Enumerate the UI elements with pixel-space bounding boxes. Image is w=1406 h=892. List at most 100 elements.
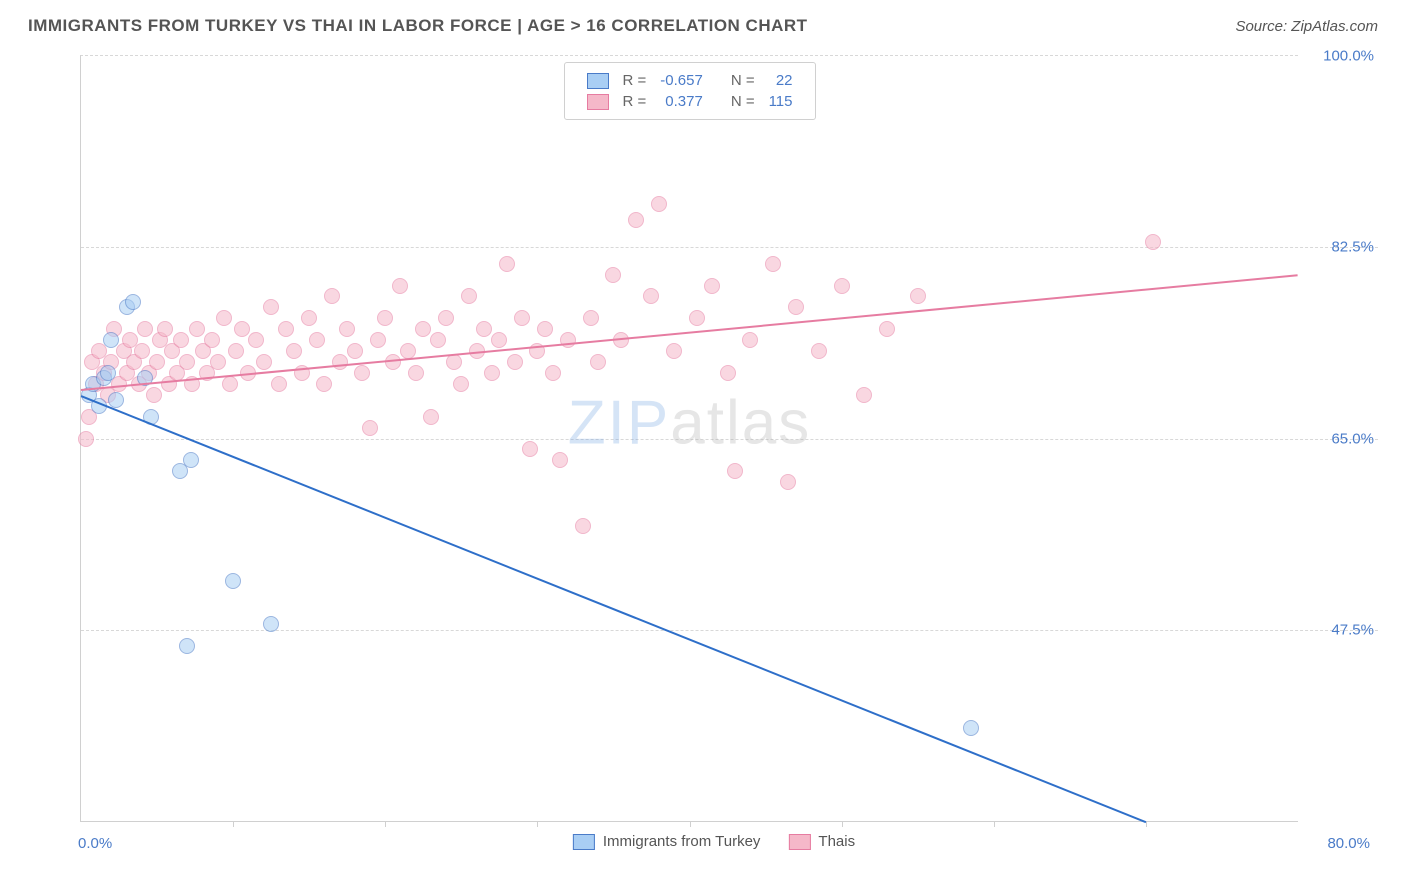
scatter-point: [316, 376, 332, 392]
n-label-0: N =: [725, 71, 761, 90]
scatter-point: [910, 288, 926, 304]
grid-line: [81, 439, 1378, 440]
scatter-point: [552, 452, 568, 468]
scatter-point: [1145, 234, 1161, 250]
trend-line-series-1: [81, 275, 1298, 392]
plot-area: ZIPatlas R = -0.657 N = 22 R = 0.377 N =: [80, 55, 1298, 822]
scatter-point: [430, 332, 446, 348]
scatter-point: [438, 310, 454, 326]
legend-bottom-label-1: Thais: [818, 833, 855, 850]
scatter-point: [157, 321, 173, 337]
chart-title: IMMIGRANTS FROM TURKEY VS THAI IN LABOR …: [28, 16, 808, 36]
scatter-point: [727, 463, 743, 479]
scatter-point: [415, 321, 431, 337]
scatter-point: [963, 720, 979, 736]
scatter-point: [78, 431, 94, 447]
y-tick-label: 82.5%: [1331, 239, 1374, 256]
x-tick: [233, 821, 234, 827]
x-tick: [842, 821, 843, 827]
scatter-point: [179, 638, 195, 654]
scatter-point: [347, 343, 363, 359]
x-max-label: 80.0%: [1327, 835, 1370, 852]
scatter-point: [370, 332, 386, 348]
watermark-atlas: atlas: [670, 389, 811, 458]
scatter-point: [605, 267, 621, 283]
scatter-point: [103, 332, 119, 348]
scatter-point: [834, 278, 850, 294]
scatter-point: [575, 518, 591, 534]
r-label-1: R =: [617, 92, 653, 111]
x-tick: [690, 821, 691, 827]
scatter-point: [309, 332, 325, 348]
x-tick: [994, 821, 995, 827]
trend-line-series-0: [81, 395, 1147, 823]
source-label: Source: ZipAtlas.com: [1235, 18, 1378, 35]
scatter-point: [324, 288, 340, 304]
scatter-point: [545, 365, 561, 381]
scatter-point: [720, 365, 736, 381]
scatter-point: [339, 321, 355, 337]
scatter-point: [228, 343, 244, 359]
x-tick: [385, 821, 386, 827]
n-value-0: 22: [763, 71, 799, 90]
legend-item-1: Thais: [788, 833, 855, 850]
scatter-point: [408, 365, 424, 381]
r-value-1: 0.377: [654, 92, 709, 111]
scatter-point: [362, 420, 378, 436]
scatter-point: [271, 376, 287, 392]
scatter-point: [100, 365, 116, 381]
scatter-point: [583, 310, 599, 326]
legend-row-series-1: R = 0.377 N = 115: [581, 92, 799, 111]
scatter-point: [216, 310, 232, 326]
scatter-point: [248, 332, 264, 348]
scatter-point: [225, 573, 241, 589]
scatter-point: [507, 354, 523, 370]
scatter-point: [137, 321, 153, 337]
scatter-point: [189, 321, 205, 337]
y-tick-label: 47.5%: [1331, 621, 1374, 638]
r-value-0: -0.657: [654, 71, 709, 90]
scatter-point: [461, 288, 477, 304]
legend-bottom-swatch-0: [573, 834, 595, 850]
scatter-point: [689, 310, 705, 326]
scatter-point: [173, 332, 189, 348]
scatter-point: [377, 310, 393, 326]
scatter-point: [146, 387, 162, 403]
scatter-point: [514, 310, 530, 326]
scatter-point: [263, 299, 279, 315]
scatter-point: [590, 354, 606, 370]
scatter-point: [666, 343, 682, 359]
scatter-point: [263, 616, 279, 632]
legend-item-0: Immigrants from Turkey: [573, 833, 761, 850]
scatter-point: [651, 196, 667, 212]
scatter-point: [210, 354, 226, 370]
scatter-point: [537, 321, 553, 337]
n-value-1: 115: [763, 92, 799, 111]
scatter-point: [788, 299, 804, 315]
scatter-point: [628, 212, 644, 228]
scatter-point: [125, 294, 141, 310]
y-tick-label: 100.0%: [1323, 48, 1374, 65]
scatter-point: [278, 321, 294, 337]
scatter-point: [484, 365, 500, 381]
grid-line: [81, 247, 1378, 248]
header-bar: IMMIGRANTS FROM TURKEY VS THAI IN LABOR …: [0, 0, 1406, 44]
y-tick-label: 65.0%: [1331, 430, 1374, 447]
scatter-point: [765, 256, 781, 272]
scatter-point: [301, 310, 317, 326]
scatter-point: [856, 387, 872, 403]
watermark: ZIPatlas: [568, 388, 811, 459]
scatter-point: [392, 278, 408, 294]
scatter-point: [522, 441, 538, 457]
x-tick: [537, 821, 538, 827]
scatter-point: [491, 332, 507, 348]
scatter-point: [183, 452, 199, 468]
legend-bottom-swatch-1: [788, 834, 810, 850]
chart-container: In Labor Force | Age > 16 ZIPatlas R = -…: [50, 55, 1378, 852]
legend-bottom-label-0: Immigrants from Turkey: [603, 833, 761, 850]
r-label-0: R =: [617, 71, 653, 90]
scatter-point: [149, 354, 165, 370]
n-label-1: N =: [725, 92, 761, 111]
scatter-point: [332, 354, 348, 370]
scatter-point: [704, 278, 720, 294]
